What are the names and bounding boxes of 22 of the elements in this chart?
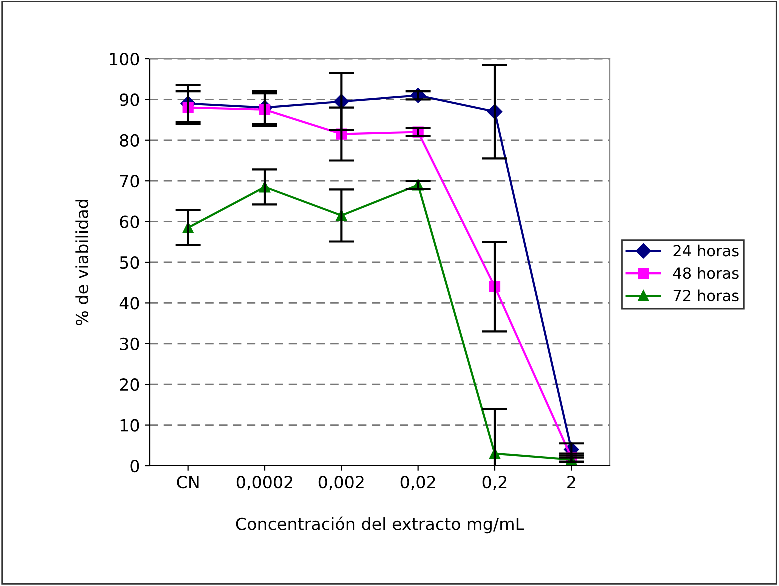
x-tick-label: 0,0002	[236, 476, 292, 490]
x-tick-label: 2	[568, 476, 576, 488]
y-tick-label: 60	[120, 216, 140, 228]
y-tick-label: 40	[120, 297, 140, 310]
x-axis-title: Concentración del extracto mg/mL	[236, 516, 524, 534]
x-tick-label: 0,2	[482, 476, 507, 490]
y-tick-label: 30	[120, 338, 140, 350]
legend-label: 72 horas	[674, 290, 739, 302]
x-tick-label: 0,002	[318, 476, 364, 490]
y-tick-label: 70	[120, 175, 140, 188]
y-tick-label: 0	[130, 460, 140, 473]
y-tick-label: 100	[110, 52, 140, 66]
y-tick-label: 50	[120, 256, 140, 270]
legend-label: 48 horas	[673, 267, 739, 280]
y-axis-title: % de viabilidad	[76, 200, 89, 326]
y-tick-label: 90	[120, 94, 140, 106]
x-tick-label: 0,02	[400, 476, 436, 490]
legend-label: 24 horas	[674, 244, 739, 257]
y-tick-label: 10	[120, 419, 140, 432]
x-tick-label: CN	[177, 476, 199, 489]
y-tick-label: 80	[120, 134, 140, 147]
y-tick-label: 20	[120, 378, 140, 392]
